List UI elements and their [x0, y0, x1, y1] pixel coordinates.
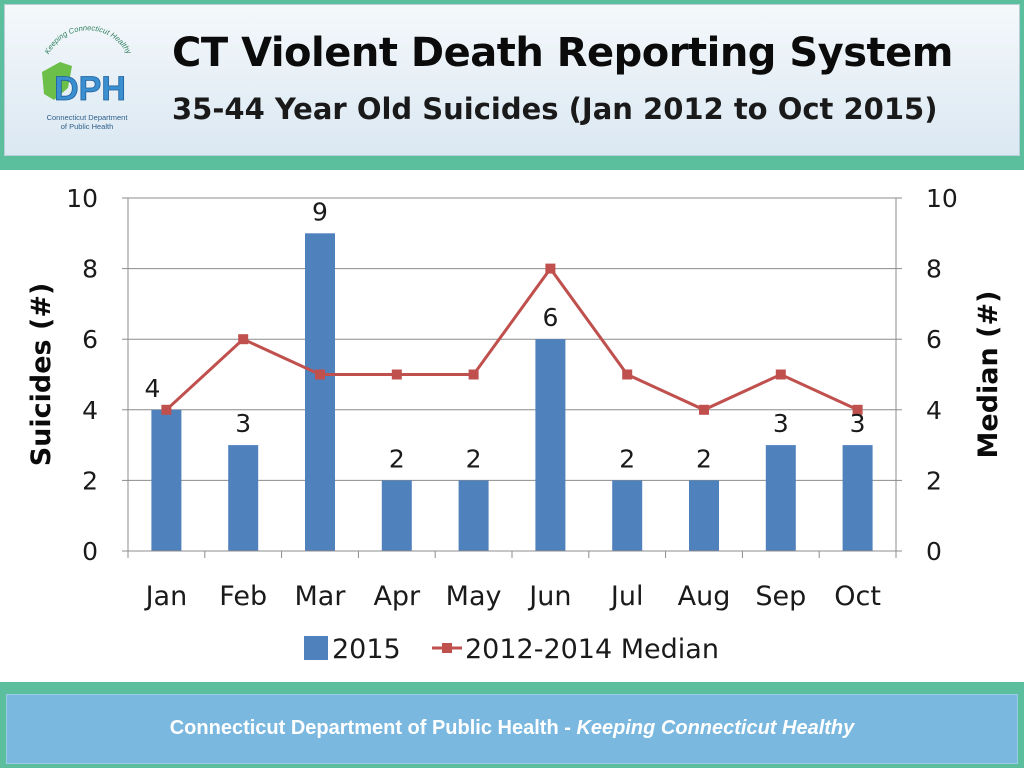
bar-data-label: 2 — [619, 444, 635, 473]
bar-data-label: 6 — [542, 303, 558, 332]
x-tick-label: Jul — [609, 581, 644, 612]
y-tick-label: 4 — [82, 396, 98, 425]
bar — [535, 339, 566, 551]
median-point — [315, 369, 325, 380]
x-tick-label: May — [446, 581, 502, 612]
x-tick-label: Mar — [295, 581, 347, 612]
bar-data-label: 3 — [773, 409, 789, 438]
data-labels: 4 3 9 2 2 6 2 2 3 3 — [144, 197, 865, 473]
bar — [765, 445, 796, 551]
x-tick-label: Jan — [144, 581, 188, 612]
x-tick-label: Apr — [373, 581, 421, 612]
x-tick-label: Aug — [678, 581, 731, 612]
bar-data-label: 9 — [312, 197, 328, 226]
median-point — [852, 404, 863, 415]
connecticut-shape-icon — [42, 62, 72, 100]
line-series-median — [161, 263, 863, 415]
median-point — [468, 369, 479, 380]
y-tick-label: 6 — [82, 325, 98, 354]
median-point — [161, 404, 172, 415]
footer-org: Connecticut Department of Public Health — [169, 717, 559, 739]
median-point — [622, 369, 633, 380]
y-tick-label: 8 — [82, 255, 98, 284]
y-tick-label: 2 — [82, 466, 98, 495]
chart-legend: 2015 2012-2014 Median — [304, 634, 719, 665]
logo-caption-line2: of Public Health — [61, 122, 114, 131]
axes: 0 0 2 2 4 4 6 6 8 8 10 10 Jan Feb Mar Apr May Jun Jul Aug Se… — [66, 184, 958, 612]
median-point — [545, 263, 556, 274]
footer-text: Connecticut Department of Public Health … — [7, 717, 1017, 740]
y2-tick-label: 0 — [926, 537, 942, 566]
bar — [842, 445, 873, 551]
median-point — [699, 404, 709, 415]
y-tick-label: 0 — [82, 537, 98, 566]
x-tick-label: Feb — [219, 581, 267, 612]
legend-label-median: 2012-2014 Median — [465, 634, 719, 665]
bar-series-2015 — [151, 233, 873, 552]
y2-tick-label: 10 — [926, 184, 958, 213]
x-tick-label: Oct — [834, 581, 881, 612]
bar-data-label: 3 — [850, 409, 866, 438]
bar-data-label: 2 — [389, 444, 405, 473]
y2-tick-label: 8 — [926, 255, 942, 284]
footer-panel: Connecticut Department of Public Health … — [6, 694, 1018, 764]
footer-band: Connecticut Department of Public Health … — [0, 682, 1024, 768]
bar — [381, 480, 412, 551]
bar — [305, 233, 335, 552]
dph-logo: Keeping Connecticut Healthy DPH Connecti… — [42, 23, 135, 131]
y2-tick-label: 6 — [926, 325, 942, 354]
bar — [151, 409, 182, 551]
bar-data-label: 3 — [235, 409, 251, 438]
bar — [458, 480, 489, 551]
logo-arc-text: Keeping Connecticut Healthy — [43, 23, 135, 56]
legend-swatch-2015 — [304, 636, 328, 660]
page-subtitle: 35-44 Year Old Suicides (Jan 2012 to Oct… — [172, 92, 938, 126]
y2-tick-label: 4 — [926, 396, 942, 425]
median-line — [165, 266, 859, 412]
footer-separator: - — [558, 717, 577, 739]
x-tick-label: Jun — [527, 581, 571, 612]
bar — [228, 445, 259, 551]
median-point — [238, 334, 249, 345]
bar — [612, 480, 643, 551]
page-title: CT Violent Death Reporting System — [172, 30, 953, 76]
y2-axis-label: Median (#) — [973, 291, 1004, 459]
median-point — [391, 369, 402, 380]
bar-data-label: 2 — [466, 444, 482, 473]
logo-caption-line1: Connecticut Department — [47, 113, 129, 122]
header-panel — [4, 4, 1020, 156]
legend-label-2015: 2015 — [332, 634, 401, 665]
legend-marker-median — [442, 643, 452, 653]
y-axis-label: Suicides (#) — [26, 283, 57, 467]
y2-tick-label: 2 — [926, 466, 942, 495]
median-point — [775, 369, 786, 380]
bar-data-label: 4 — [144, 374, 160, 403]
x-tick-label: Sep — [755, 581, 806, 612]
logo-mark: DPH — [54, 70, 126, 108]
y-tick-label: 10 — [66, 184, 98, 213]
suicides-chart: 4 3 9 2 2 6 2 2 3 3 0 0 2 2 4 4 6 6 8 8 10 10 Jan Feb Mar Apr May… — [26, 184, 1004, 665]
header-band: Keeping Connecticut Healthy DPH Connecti… — [0, 0, 1024, 170]
bar — [689, 480, 719, 551]
footer-tagline: Keeping Connecticut Healthy — [576, 717, 855, 739]
bar-data-label: 2 — [696, 444, 712, 473]
